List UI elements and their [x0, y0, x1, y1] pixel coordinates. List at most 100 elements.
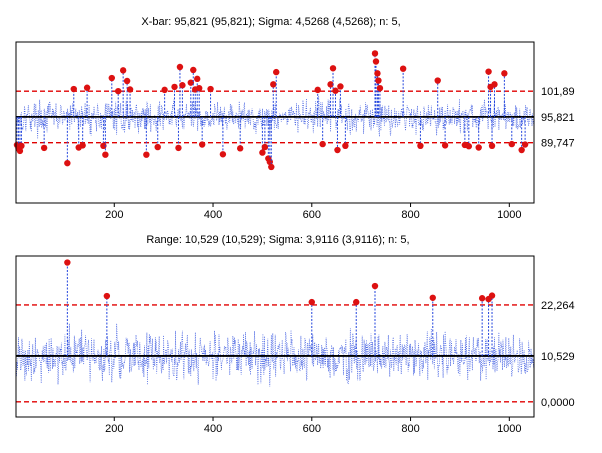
xbar-x-axis: 200 400 600 800 1000 [105, 203, 522, 221]
xbar-out-of-control-point [485, 68, 492, 75]
range-limit-labels: 22,264 10,529 0,0000 [541, 300, 575, 409]
xbar-out-of-control-point [126, 86, 134, 93]
xbar-x-tick-label: 600 [303, 209, 321, 221]
xbar-out-of-control-point [342, 142, 349, 150]
range-x-axis: 200 400 600 800 1000 [105, 417, 522, 435]
xbar-out-of-control-point [376, 84, 384, 92]
xbar-out-of-control-point [329, 65, 337, 72]
xbar-out-of-control-point [196, 84, 203, 92]
range-ucl-label: 22,264 [541, 300, 575, 312]
xbar-out-of-control-point [372, 58, 380, 65]
xbar-out-of-control-point [154, 143, 161, 151]
xbar-out-of-control-points [13, 50, 529, 171]
range-chart-title: Range: 10,529 (10,529); Sigma: 3,9116 (3… [146, 234, 409, 246]
xbar-out-of-control-point [475, 144, 482, 151]
xbar-out-of-control-point [501, 70, 508, 77]
xbar-out-of-control-point [319, 140, 326, 148]
xbar-out-of-control-point [236, 145, 244, 152]
range-x-tick-label: 200 [105, 423, 123, 435]
xbar-out-of-control-point [187, 79, 195, 86]
xbar-out-of-control-point [175, 144, 182, 152]
xbar-out-of-control-point [219, 151, 227, 158]
xbar-out-of-control-point [441, 142, 449, 149]
xbar-out-of-control-point [119, 67, 127, 74]
xbar-out-of-control-point [327, 81, 334, 88]
xbar-out-of-control-point [417, 142, 424, 150]
range-out-of-control-point [488, 292, 496, 299]
xbar-out-of-control-point [194, 75, 201, 83]
xbar-out-of-control-point [374, 70, 381, 77]
xbar-out-of-control-point [259, 149, 266, 156]
xbar-out-of-control-point [100, 142, 107, 150]
xbar-out-of-control-point [375, 77, 382, 84]
xbar-x-tick-label: 400 [204, 209, 222, 221]
xbar-out-of-control-point [334, 146, 341, 154]
xbar-chart: X-bar: 95,821 (95,821); Sigma: 4,5268 (4… [13, 16, 575, 221]
range-x-tick-label: 600 [303, 423, 321, 435]
xbar-out-of-control-point [176, 63, 184, 71]
range-control-limits [16, 304, 534, 403]
xbar-series [15, 95, 535, 140]
xbar-cl-label: 95,821 [541, 112, 575, 124]
range-cl-label: 10,529 [541, 351, 575, 363]
xbar-out-of-control-point [102, 151, 109, 158]
xbar-series-line [15, 95, 535, 140]
xbar-out-of-control-point [123, 77, 131, 85]
xbar-out-of-control-point [179, 82, 186, 89]
xbar-out-of-control-point [207, 85, 214, 93]
xbar-out-of-control-point [16, 147, 24, 155]
range-out-of-control-point [103, 292, 111, 300]
range-out-of-control-point [308, 298, 315, 306]
range-out-of-control-point [64, 259, 71, 266]
xbar-out-of-control-point [508, 140, 515, 148]
xbar-out-of-control-point [70, 85, 77, 93]
xbar-out-of-control-point [64, 159, 71, 167]
xbar-out-of-control-point [18, 142, 25, 150]
xbar-out-of-control-point [198, 141, 206, 148]
xbar-out-of-control-point [143, 151, 150, 158]
range-out-of-control-points [64, 259, 496, 356]
range-out-of-control-point [371, 282, 379, 290]
xbar-out-of-control-point [79, 142, 86, 149]
xbar-control-limits [16, 90, 534, 144]
xbar-out-of-control-point [270, 81, 277, 88]
range-x-tick-label: 800 [401, 423, 419, 435]
range-chart: Range: 10,529 (10,529); Sigma: 3,9116 (3… [15, 234, 575, 435]
xbar-ucl-label: 101,89 [541, 86, 575, 98]
xbar-out-of-control-point [115, 87, 122, 95]
xbar-limit-labels: 101,89 95,821 89,747 [541, 86, 575, 149]
xbar-out-of-control-point [434, 77, 441, 84]
xbar-out-of-control-point [190, 66, 197, 74]
range-out-of-control-point [478, 295, 486, 302]
xbar-out-of-control-point [273, 68, 280, 76]
xbar-out-of-control-point [83, 84, 91, 91]
xbar-chart-title: X-bar: 95,821 (95,821); Sigma: 4,5268 (4… [141, 16, 400, 28]
range-series-line [15, 323, 535, 387]
xbar-out-of-control-point [268, 163, 275, 171]
range-out-of-control-point [353, 298, 360, 306]
xbar-out-of-control-point [108, 74, 115, 82]
xbar-out-of-control-point [171, 83, 178, 91]
range-x-tick-label: 400 [204, 423, 222, 435]
xbar-plot-frame [15, 41, 535, 204]
range-out-of-control-point [429, 294, 436, 301]
xbar-out-of-control-point [314, 86, 321, 94]
xbar-out-of-control-point [332, 87, 339, 94]
range-x-tick-label: 1000 [497, 423, 521, 435]
xbar-x-tick-label: 1000 [497, 209, 521, 221]
xbar-out-of-control-point [161, 86, 168, 94]
xbar-out-of-control-point [491, 81, 498, 88]
xbar-out-of-control-point [337, 83, 344, 90]
xbar-out-of-control-point [40, 144, 48, 152]
range-series [15, 323, 535, 387]
range-lcl-label: 0,0000 [541, 397, 575, 409]
xbar-out-of-control-point [399, 65, 407, 72]
xbar-x-tick-label: 200 [105, 209, 123, 221]
xbar-out-of-control-point [465, 143, 473, 150]
range-plot-frame [15, 255, 535, 418]
xbar-out-of-control-point [518, 146, 525, 154]
xbar-out-of-control-point [521, 141, 529, 148]
xbar-lcl-label: 89,747 [541, 138, 575, 150]
xbar-out-of-control-point [371, 50, 379, 57]
